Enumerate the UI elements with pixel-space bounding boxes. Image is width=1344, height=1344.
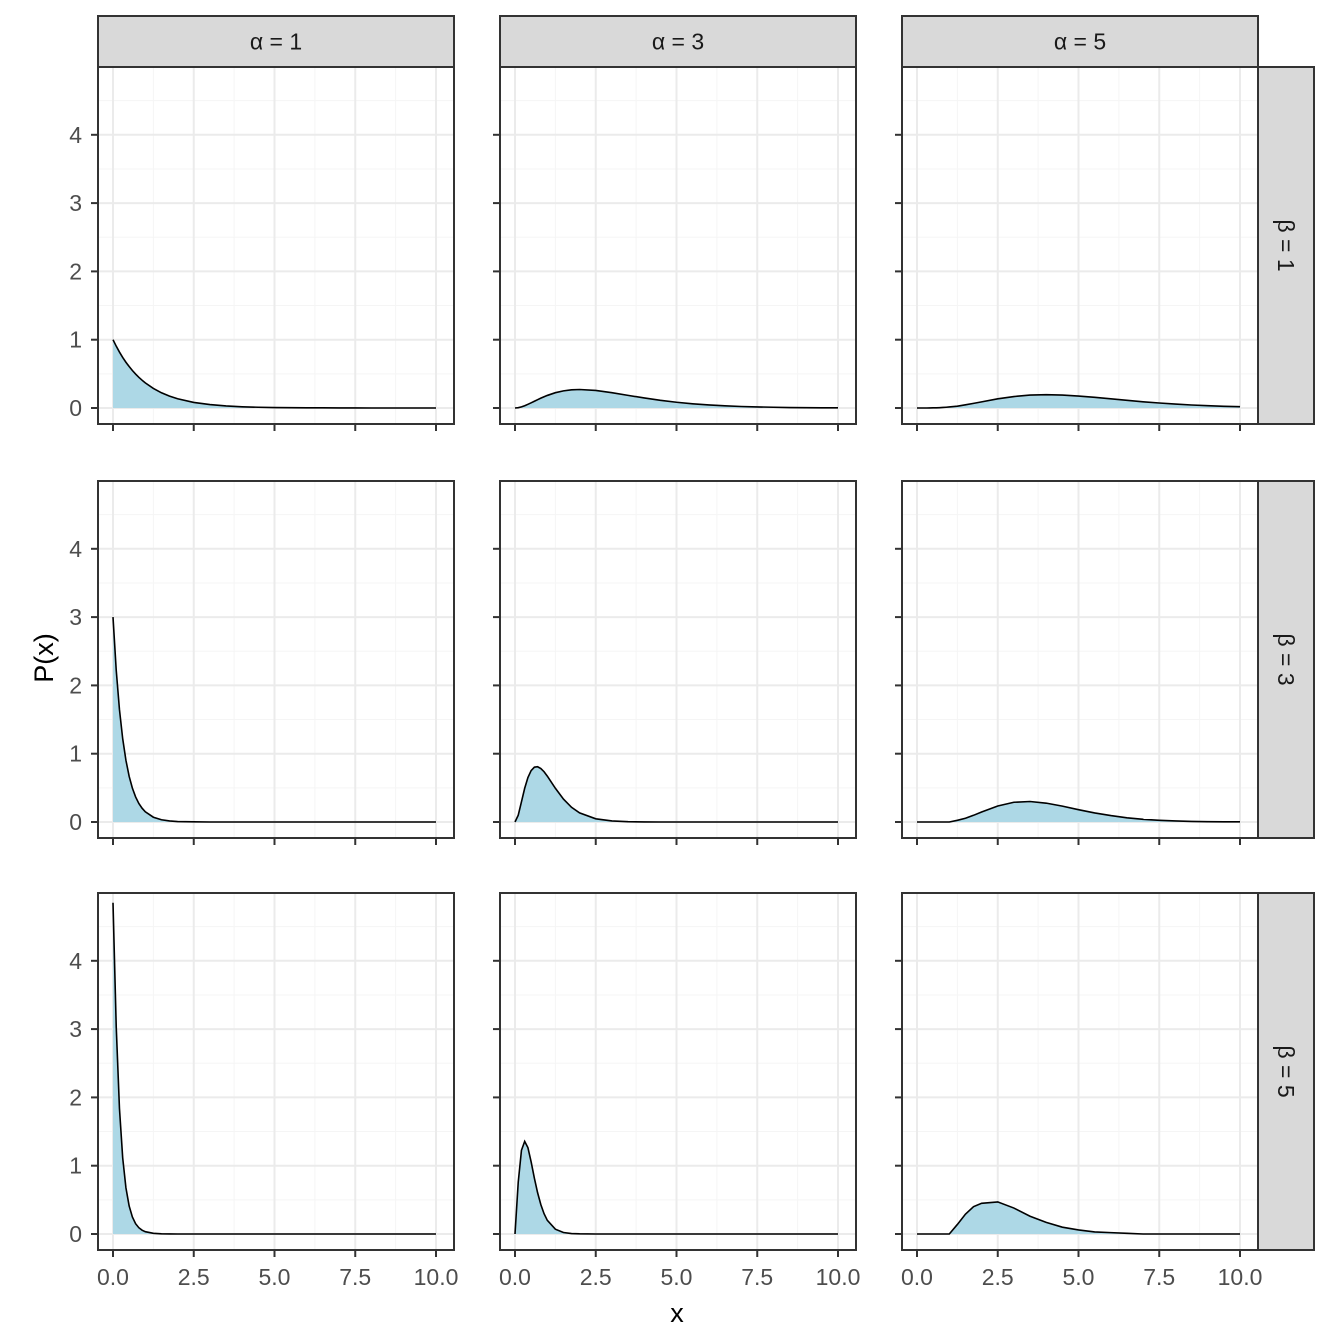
density-line-a3-b1: [514, 388, 839, 409]
density-area-a3-b1: [515, 389, 838, 408]
density-area-a1-b1: [113, 339, 436, 408]
y-axis-title: P(x): [29, 633, 59, 683]
x-tick-label: 0.0: [499, 1264, 531, 1290]
row-strip-label-1: β = 1: [1273, 219, 1299, 271]
y-tick-label: 0: [69, 395, 82, 421]
density-area-a3-b5: [515, 1141, 838, 1234]
y-tick-label: 3: [69, 604, 82, 630]
density-area-a3-b3: [515, 766, 838, 822]
col-strip-label-3: α = 5: [1054, 29, 1106, 55]
row-strip-label-3: β = 5: [1273, 1045, 1299, 1097]
panel-background: [500, 481, 856, 838]
x-tick-label: 2.5: [178, 1264, 210, 1290]
y-tick-label: 1: [69, 327, 82, 353]
panel-r1-c1: [91, 66, 455, 431]
panel-background: [98, 893, 454, 1250]
x-tick-label: 7.5: [339, 1264, 371, 1290]
density-line-a1-b3: [112, 617, 436, 823]
y-tick-label: 1: [69, 741, 82, 767]
density-line-a1-b5: [112, 902, 436, 1235]
y-tick-label: 2: [69, 258, 82, 284]
density-line-a5-b5: [917, 1201, 1240, 1235]
panel-border: [499, 480, 857, 839]
panel-border: [97, 892, 455, 1251]
x-tick-label: 7.5: [741, 1264, 773, 1290]
panel-background: [500, 893, 856, 1250]
x-tick-label: 5.0: [1063, 1264, 1095, 1290]
axes-layer: 0 1 2 3 4 0 1 2 3 4 0 1 2 3 4 0.0 2.5 5.0 7.5 10.0 0.0 2.5 5.0…: [69, 122, 1262, 1290]
panel-r1-c3: [895, 66, 1259, 431]
row-strip-label-2: β = 3: [1273, 633, 1299, 685]
panel-r3-c1: [91, 892, 455, 1257]
col-strip-2: [499, 15, 857, 68]
col-strip-label-2: α = 3: [652, 29, 704, 55]
panel-background: [902, 481, 1258, 838]
panels-layer: [91, 66, 1259, 1257]
col-strip-label-1: α = 1: [250, 29, 302, 55]
col-strip-3: [901, 15, 1259, 68]
y-tick-label: 2: [69, 1084, 82, 1110]
density-line-a3-b5: [514, 1139, 838, 1235]
y-tick-label: 4: [69, 122, 82, 148]
panel-border: [499, 892, 857, 1251]
density-line-a1-b1: [112, 339, 436, 409]
panel-background: [500, 67, 856, 424]
row-strip-2: [1257, 480, 1315, 839]
density-line-a5-b1: [917, 393, 1241, 409]
row-strip-1: [1257, 66, 1315, 425]
panel-r2-c2: [493, 480, 857, 845]
y-tick-label: 1: [69, 1153, 82, 1179]
col-strip-1: [97, 15, 455, 68]
panel-r3-c2: [493, 892, 857, 1257]
panel-background: [902, 67, 1258, 424]
strips-layer: α = 1 α = 3 α = 5 β = 1 β = 3 β = 5: [97, 15, 1315, 1251]
x-tick-label: 10.0: [816, 1264, 861, 1290]
y-tick-label: 0: [69, 1221, 82, 1247]
x-tick-label: 5.0: [259, 1264, 291, 1290]
density-line-a3-b3: [514, 765, 838, 823]
y-tick-label: 3: [69, 1016, 82, 1042]
x-tick-label: 10.0: [414, 1264, 459, 1290]
x-axis-title: x: [670, 1298, 684, 1328]
x-tick-label: 10.0: [1218, 1264, 1263, 1290]
y-tick-label: 0: [69, 809, 82, 835]
x-tick-label: 0.0: [97, 1264, 129, 1290]
panel-background: [98, 67, 454, 424]
panel-r1-c2: [493, 66, 857, 431]
panel-border: [97, 480, 455, 839]
panel-r2-c1: [91, 480, 455, 845]
y-tick-label: 4: [69, 948, 82, 974]
panel-r3-c3: [895, 892, 1259, 1257]
panel-background: [98, 481, 454, 838]
density-area-a5-b1: [917, 394, 1240, 408]
density-line-a5-b3: [917, 800, 1241, 823]
panel-background: [902, 893, 1258, 1250]
x-tick-label: 0.0: [901, 1264, 933, 1290]
x-tick-label: 2.5: [982, 1264, 1014, 1290]
y-tick-label: 4: [69, 536, 82, 562]
x-tick-label: 7.5: [1143, 1264, 1175, 1290]
panel-r2-c3: [895, 480, 1259, 845]
y-tick-label: 2: [69, 672, 82, 698]
x-tick-label: 5.0: [661, 1264, 693, 1290]
y-tick-label: 3: [69, 190, 82, 216]
density-area-a5-b5: [917, 1201, 1240, 1234]
row-strip-3: [1257, 892, 1315, 1251]
x-tick-label: 2.5: [580, 1264, 612, 1290]
